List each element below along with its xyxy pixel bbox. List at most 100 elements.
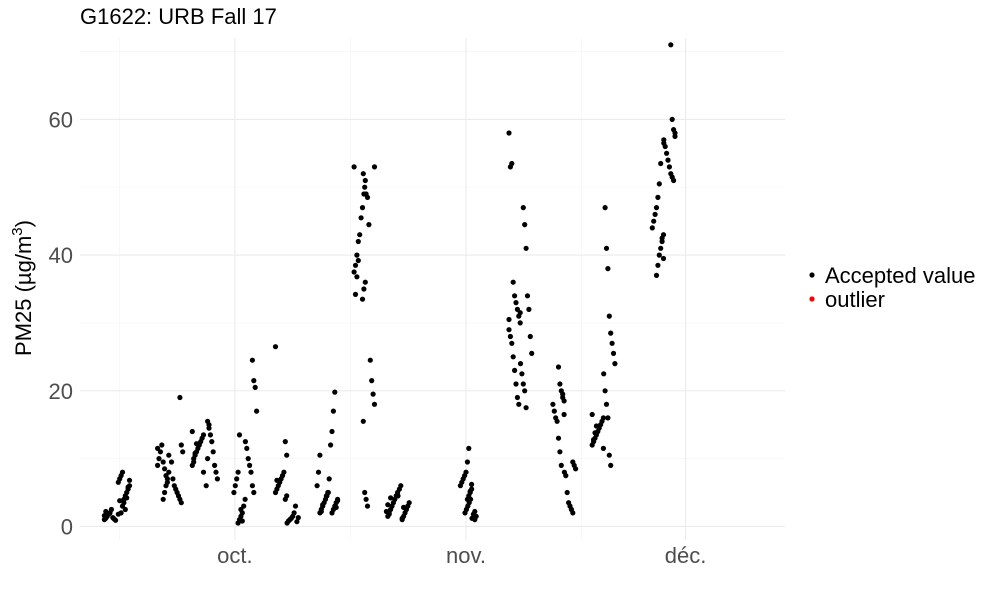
data-point: [163, 473, 169, 479]
data-point: [601, 371, 607, 377]
data-point: [362, 489, 368, 496]
data-point: [359, 296, 366, 302]
data-points: [101, 42, 678, 526]
data-point: [205, 456, 211, 462]
data-point: [234, 476, 240, 482]
data-point: [251, 489, 257, 496]
data-point: [652, 211, 658, 217]
data-point: [651, 218, 657, 224]
legend-key-accepted-value: [809, 272, 815, 278]
data-point: [245, 456, 251, 462]
data-point: [361, 286, 367, 292]
data-point: [610, 350, 617, 356]
data-point: [401, 504, 407, 510]
data-point: [511, 293, 518, 299]
data-point: [209, 439, 215, 445]
data-point: [506, 130, 512, 136]
data-point: [124, 495, 130, 501]
data-point: [656, 252, 662, 258]
data-point: [608, 462, 614, 468]
data-point: [320, 502, 326, 508]
data-point: [247, 462, 253, 468]
data-point: [115, 511, 121, 517]
data-point: [231, 489, 237, 496]
data-point: [180, 449, 186, 455]
data-point: [509, 160, 515, 167]
data-point: [357, 232, 363, 238]
data-point: [659, 235, 665, 241]
data-point: [193, 441, 200, 447]
data-point: [563, 473, 569, 479]
data-point: [103, 508, 109, 515]
x-tick-label: déc.: [665, 543, 707, 568]
data-point: [329, 428, 335, 435]
data-point: [360, 171, 366, 177]
data-point: [600, 445, 607, 451]
data-point: [655, 194, 661, 200]
data-point: [235, 469, 241, 475]
data-point: [606, 313, 612, 319]
chart-title: G1622: URB Fall 17: [80, 4, 277, 29]
data-point: [665, 157, 671, 163]
data-point: [606, 452, 612, 458]
data-point: [406, 500, 412, 506]
data-point: [507, 333, 513, 340]
legend-label-accepted-value: Accepted value: [825, 263, 975, 288]
data-point: [362, 279, 368, 285]
data-point: [558, 462, 564, 468]
data-point: [214, 476, 220, 482]
x-axis-ticks: oct. nov. déc.: [217, 543, 706, 568]
data-point: [284, 452, 290, 458]
y-axis-label-exponent: 3: [9, 227, 26, 235]
data-point: [655, 262, 661, 268]
data-point: [248, 469, 254, 475]
data-point: [386, 511, 392, 517]
data-point: [212, 462, 218, 468]
data-point: [162, 466, 168, 472]
data-point: [160, 459, 166, 465]
data-point: [592, 430, 598, 436]
data-point: [551, 408, 557, 414]
data-point: [318, 508, 324, 515]
data-point: [101, 513, 107, 519]
data-point: [206, 425, 212, 431]
data-point: [649, 225, 655, 231]
data-point: [469, 515, 475, 521]
data-point: [236, 432, 243, 438]
data-point: [360, 418, 366, 424]
x-tick-label: oct.: [217, 543, 252, 568]
data-point: [178, 500, 184, 506]
data-point: [564, 489, 570, 496]
data-point: [366, 222, 372, 228]
data-point: [254, 408, 260, 414]
data-point: [520, 205, 526, 211]
data-point: [292, 503, 299, 509]
data-point: [119, 469, 126, 475]
data-point: [359, 205, 366, 211]
plot-grid: [80, 38, 785, 540]
y-axis-label-main: PM25 (: [11, 284, 36, 356]
data-point: [367, 357, 373, 363]
data-point: [463, 469, 469, 475]
data-point: [113, 517, 119, 523]
data-point: [523, 245, 529, 251]
data-point: [252, 384, 258, 390]
data-point: [355, 257, 361, 264]
data-point: [612, 361, 618, 367]
data-point: [170, 476, 176, 482]
data-point: [506, 327, 512, 333]
data-point: [162, 489, 168, 496]
data-point: [514, 394, 521, 401]
data-point: [573, 466, 579, 472]
data-point: [335, 498, 341, 504]
data-point: [325, 489, 331, 496]
data-point: [472, 508, 478, 515]
data-point: [166, 452, 172, 458]
data-point: [326, 476, 332, 482]
data-point: [557, 381, 563, 387]
data-point: [550, 401, 556, 407]
data-point: [239, 518, 245, 524]
data-point: [126, 477, 133, 483]
data-point: [561, 411, 567, 418]
data-point: [272, 344, 279, 350]
